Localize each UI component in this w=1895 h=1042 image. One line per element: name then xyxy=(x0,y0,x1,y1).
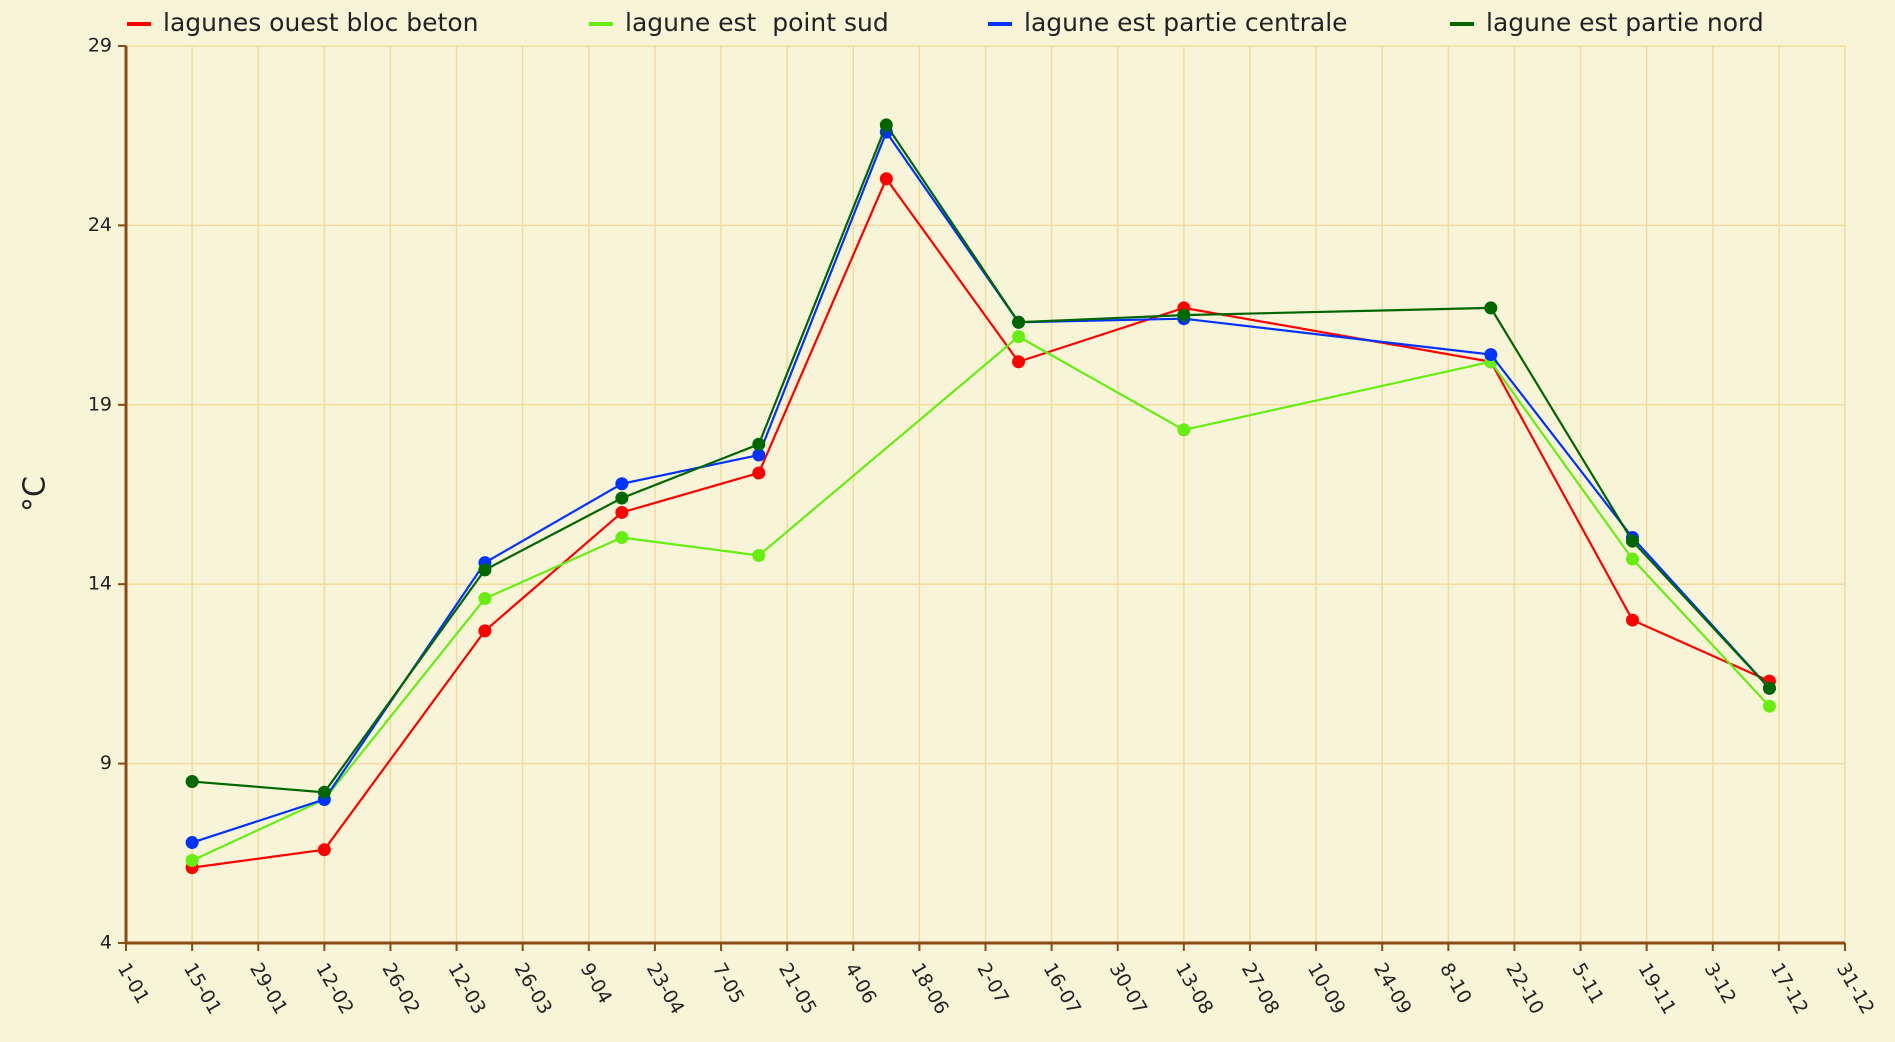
y-tick-label: 19 xyxy=(88,393,112,415)
legend-label: lagunes ouest bloc beton xyxy=(163,8,478,37)
data-point xyxy=(615,505,629,519)
data-point xyxy=(185,775,199,789)
data-point xyxy=(478,592,492,606)
data-point xyxy=(1484,301,1498,315)
data-point xyxy=(615,531,629,545)
y-tick-label: 29 xyxy=(88,35,112,57)
data-point xyxy=(752,437,766,451)
data-point xyxy=(1484,348,1498,362)
y-tick-label: 14 xyxy=(88,573,112,595)
legend-label: lagune est partie nord xyxy=(1486,8,1764,37)
data-point xyxy=(1625,534,1639,548)
data-point xyxy=(478,624,492,638)
legend-label: lagune est point sud xyxy=(625,8,889,37)
data-point xyxy=(185,853,199,867)
series-line xyxy=(191,335,1771,862)
data-point xyxy=(615,477,629,491)
data-point xyxy=(1762,699,1776,713)
data-point xyxy=(752,466,766,480)
data-point xyxy=(478,563,492,577)
y-tick-label: 4 xyxy=(100,932,112,954)
y-tick-label: 24 xyxy=(88,214,112,236)
data-point xyxy=(879,118,893,132)
data-point xyxy=(1177,423,1191,437)
data-point xyxy=(317,785,331,799)
data-point xyxy=(317,843,331,857)
data-point xyxy=(752,548,766,562)
data-point xyxy=(1625,552,1639,566)
data-point xyxy=(185,836,199,850)
data-point xyxy=(1762,681,1776,695)
data-point xyxy=(1012,315,1026,329)
y-axis-label: °C xyxy=(18,476,53,512)
y-tick-label: 9 xyxy=(100,752,112,774)
data-point xyxy=(879,172,893,186)
data-point xyxy=(1012,355,1026,369)
data-point xyxy=(1012,330,1026,344)
data-point xyxy=(615,491,629,505)
legend-label: lagune est partie centrale xyxy=(1024,8,1348,37)
data-point xyxy=(752,448,766,462)
data-point xyxy=(1625,613,1639,627)
data-point xyxy=(1177,308,1191,322)
